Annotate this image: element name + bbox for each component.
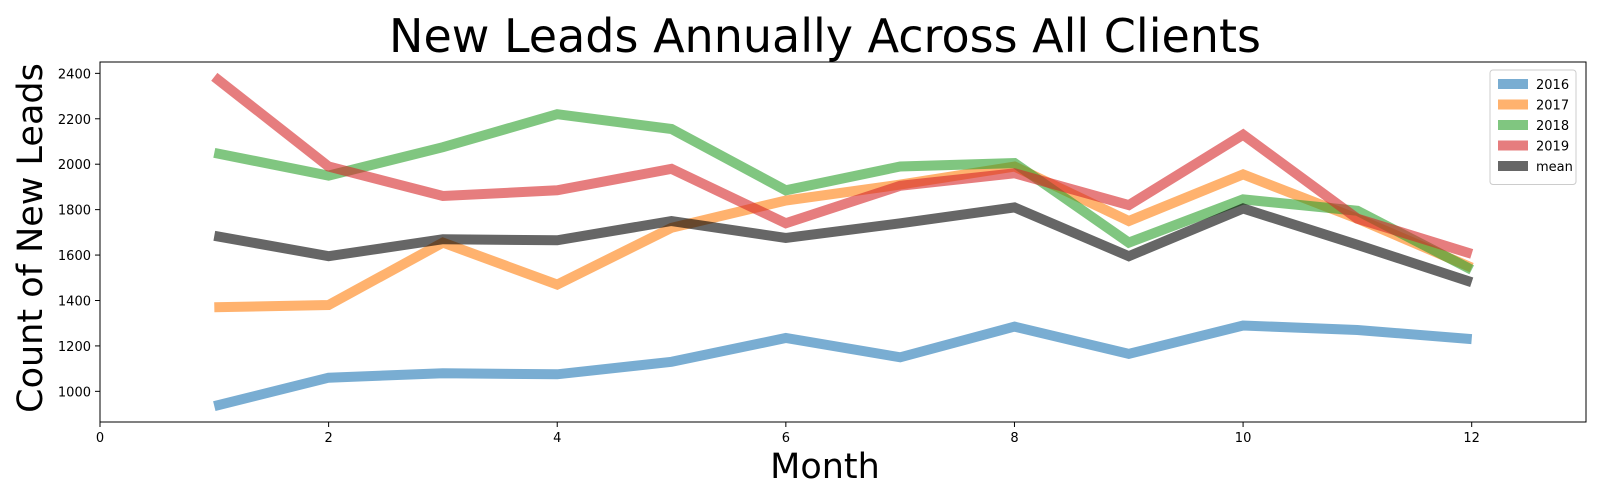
legend-label-2016: 2016 [1536,78,1569,93]
plot-area [99,61,1587,423]
x-tick-label: 12 [1463,431,1480,446]
x-tick-label: 8 [1010,431,1018,446]
axis-ticks: 0 2 4 6 8 10 12 1000 1200 1400 1600 1800 2000 2200 240… [58,67,1480,446]
series-line-2018 [213,109,1474,275]
legend-label-2018: 2018 [1536,119,1569,134]
y-axis-label: Count of New Leads [11,63,51,413]
x-tick-label: 2 [324,431,332,446]
y-tick-label: 1600 [58,249,91,264]
legend-box [1489,69,1577,185]
legend: 2016 2017 2018 2019 mean [1489,69,1577,185]
y-tick-label: 1800 [58,204,91,219]
x-tick-label: 0 [96,431,104,446]
legend-label-2019: 2019 [1536,140,1569,155]
y-tick-label: 2000 [58,158,91,173]
x-axis-label: Month [770,447,880,487]
series-line-mean [213,202,1474,288]
y-tick-label: 1000 [58,385,91,400]
series-line-2016 [213,320,1473,411]
series-line-2019 [211,72,1474,259]
legend-label-2017: 2017 [1536,99,1569,114]
y-tick-label: 1200 [58,340,91,355]
plot-frame [99,61,1587,423]
chart-title: New Leads Annually Across All Clients [389,9,1261,63]
y-tick-label: 1400 [58,294,91,309]
x-tick-label: 6 [782,431,790,446]
x-tick-label: 10 [1235,431,1252,446]
legend-label-mean: mean [1536,160,1573,175]
x-tick-label: 4 [553,431,561,446]
y-tick-label: 2200 [58,113,91,128]
series-line-2017 [214,161,1474,313]
y-tick-label: 2400 [58,67,91,82]
